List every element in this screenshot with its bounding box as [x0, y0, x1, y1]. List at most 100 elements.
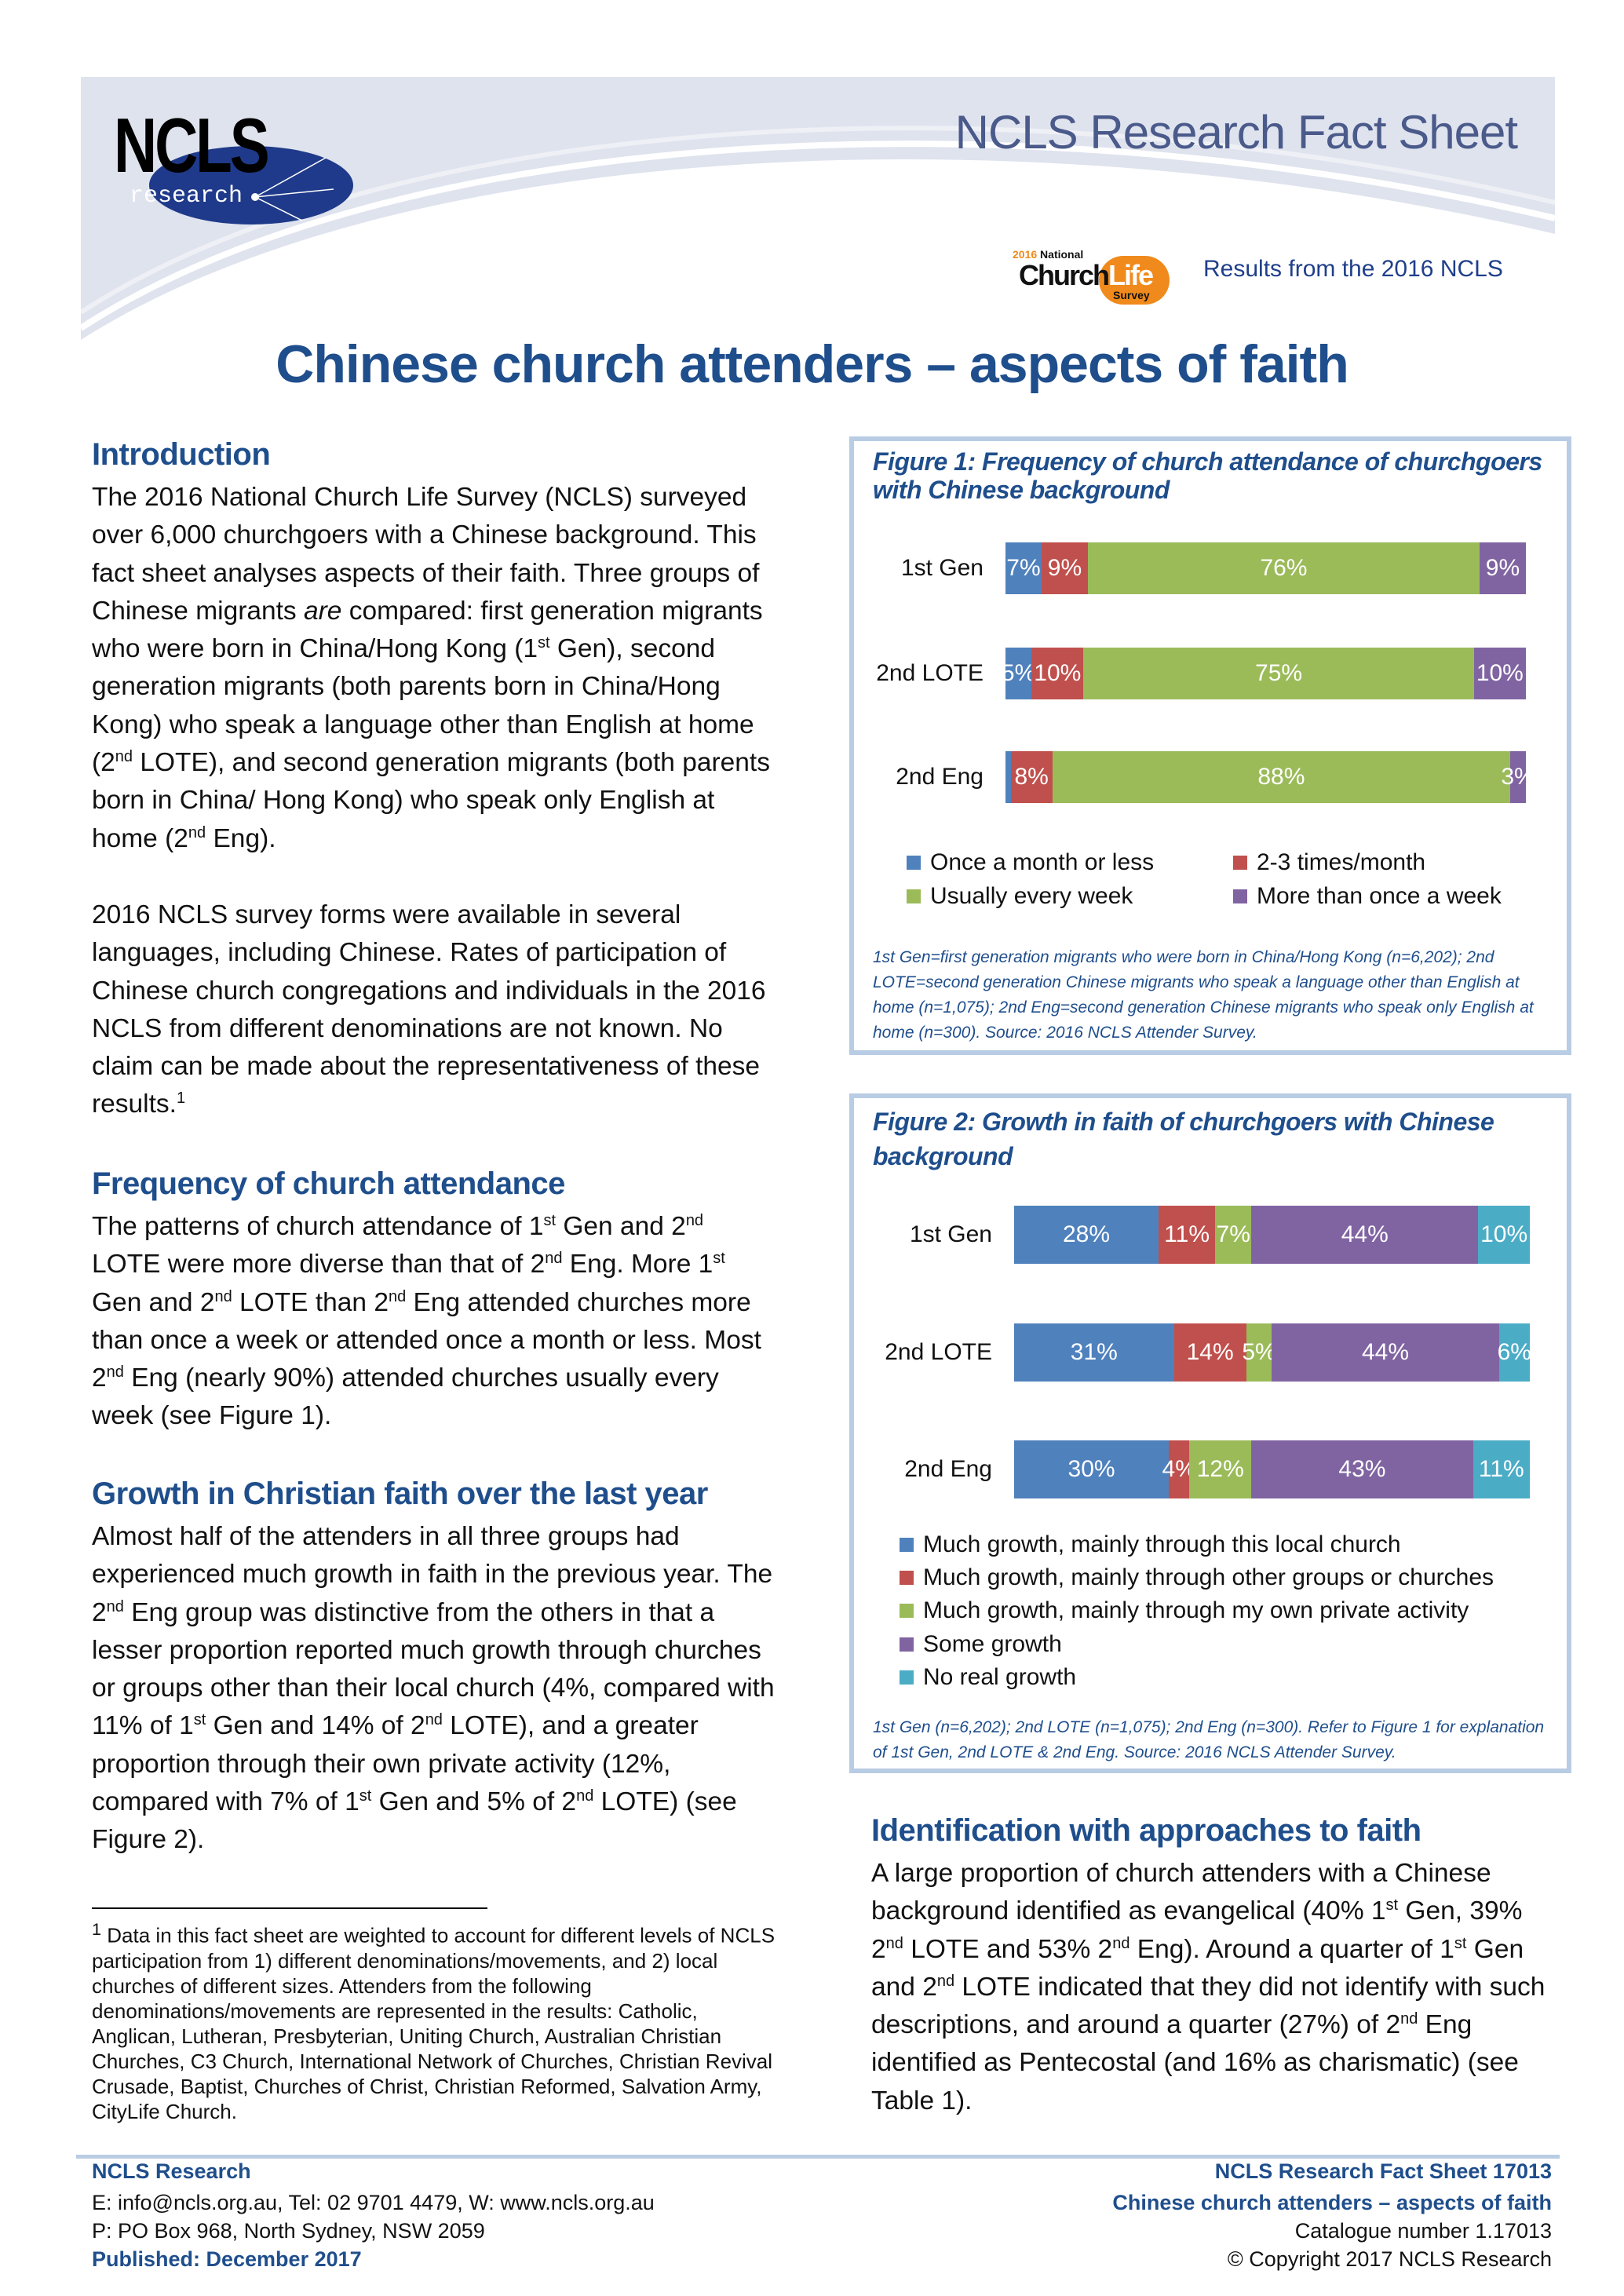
bar-segment: 6% — [1498, 1323, 1531, 1382]
legend-swatch — [900, 1538, 914, 1552]
legend-swatch — [907, 889, 921, 903]
bar-segment: 76% — [1088, 542, 1480, 594]
legend-item: Much growth, mainly through this local c… — [900, 1528, 1401, 1561]
figure-2-box: Figure 2: Growth in faith of churchgoers… — [849, 1093, 1571, 1773]
research-logo-text: research — [130, 183, 243, 210]
text-run: compared: first generation migrants who … — [92, 596, 763, 664]
footer-series: NCLS Research Fact Sheet 17013 — [1214, 2159, 1552, 2183]
frequency-paragraph: The patterns of church attendance of 1st… — [92, 1208, 767, 1436]
bar-segment: 4% — [1162, 1440, 1196, 1498]
text-run: Gen), second generation migrants (both p… — [92, 634, 754, 778]
text-run: LOTE), and second generation migrants (b… — [92, 748, 770, 853]
legend-label: Once a month or less — [930, 849, 1155, 875]
footer-divider — [76, 2155, 1560, 2159]
orange-splash-icon — [1099, 256, 1170, 305]
text-run: LOTE and 53% 2 — [903, 1934, 1113, 1964]
text-run: LOTE indicated that they did not identif… — [871, 1972, 1546, 2040]
text-run: LOTE than 2 — [232, 1287, 389, 1317]
text-run: LOTE) (see Figure 2). — [92, 1787, 737, 1855]
category-label: 2nd LOTE — [876, 660, 984, 686]
text-run: A large proportion of church attenders w… — [871, 1859, 1491, 1926]
legend-swatch — [900, 1637, 914, 1652]
text-run: Data in this fact sheet are weighted to … — [92, 1923, 776, 2123]
ncls-research-logo: NCLS research — [114, 102, 365, 224]
results-from-ncls: Results from the 2016 NCLS — [1203, 256, 1503, 282]
superscript: nd — [106, 1597, 124, 1615]
legend-item: Once a month or less — [907, 846, 1154, 879]
legend-item: No real growth — [900, 1661, 1076, 1694]
bar-segment: 7% — [1215, 1206, 1252, 1264]
bar-segment: 88% — [1052, 751, 1511, 803]
legend-item: Much growth, mainly through my own priva… — [900, 1594, 1469, 1627]
stacked-bar: 8% 88% 3% — [1005, 751, 1535, 803]
stacked-bar: 7% 9% 76% 9% — [1005, 542, 1526, 594]
text-run: Eng group was distinctive from the other… — [92, 1597, 775, 1741]
bar-segment: 28% — [1014, 1206, 1159, 1264]
logo-year: 2016 — [1013, 248, 1038, 261]
introduction-heading: Introduction — [92, 437, 271, 472]
bar-segment: 10% — [1031, 648, 1084, 699]
bar-segment: 11% — [1158, 1206, 1216, 1264]
text-run: LOTE), and a greater proportion through … — [92, 1711, 699, 1817]
stacked-bar: 5% 10% 75% 10% — [1002, 648, 1526, 699]
bar-segment: 3% — [1501, 751, 1535, 803]
text-run: Almost half of the attenders in all thre… — [92, 1522, 773, 1627]
logo-national: National — [1040, 248, 1084, 261]
bar-segment: 44% — [1272, 1323, 1499, 1382]
legend-item: 2-3 times/month — [1233, 846, 1425, 879]
church-life-survey-logo: 2016 National ChurchLife Survey — [1013, 248, 1201, 305]
legend-label: Much growth, mainly through other groups… — [923, 1564, 1494, 1590]
identification-paragraph: A large proportion of church attenders w… — [871, 1855, 1558, 2120]
text-run: Eng identified as Pentecostal (and 16% a… — [871, 2010, 1519, 2115]
legend-swatch — [907, 856, 921, 870]
logo-church: Church — [1019, 259, 1110, 291]
category-label: 1st Gen — [900, 555, 984, 581]
frequency-heading: Frequency of church attendance — [92, 1166, 565, 1201]
bar-segment: 11% — [1473, 1440, 1530, 1498]
category-label: 2nd Eng — [904, 1456, 992, 1482]
bar-segment: 12% — [1189, 1440, 1252, 1498]
figure-2-caption: 1st Gen (n=6,202); 2nd LOTE (n=1,075); 2… — [873, 1718, 1545, 1761]
text-run: The 2016 National Church Life Survey (NC… — [92, 483, 760, 626]
footer-contact[interactable]: E: info@ncls.org.au, Tel: 02 9701 4479, … — [92, 2191, 655, 2214]
bar-segment: 5% — [1242, 1323, 1276, 1382]
bar-segment: 7% — [1005, 542, 1042, 594]
superscript: nd — [115, 747, 133, 765]
document-title: Chinese church attenders – aspects of fa… — [276, 334, 1349, 394]
legend-label: Usually every week — [930, 883, 1133, 909]
category-label: 2nd LOTE — [885, 1339, 992, 1365]
superscript: 1 — [92, 1919, 102, 1939]
text-run: Gen, 39% 2 — [871, 1896, 1523, 1964]
superscript: nd — [685, 1211, 704, 1229]
legend-swatch — [900, 1571, 914, 1585]
footnote-divider — [92, 1907, 487, 1909]
superscript: nd — [106, 1363, 124, 1382]
text-run: Gen and 2 — [92, 1287, 215, 1317]
legend-label: More than once a week — [1257, 883, 1502, 909]
growth-paragraph: Almost half of the attenders in all thre… — [92, 1518, 775, 1860]
text-run: Eng). — [206, 823, 276, 853]
superscript: st — [1454, 1934, 1467, 1952]
header-banner: NCLS research NCLS Research Fact Sheet 2… — [81, 77, 1555, 340]
superscript: nd — [576, 1787, 594, 1805]
ncls-logo-text: NCLS — [114, 102, 270, 188]
text-run: Eng). Around a quarter of 1 — [1130, 1934, 1454, 1964]
figure-2-title: Figure 2: Growth in faith of churchgoers… — [873, 1108, 1494, 1170]
superscript: 1 — [176, 1090, 186, 1108]
logo-survey: Survey — [1113, 289, 1150, 301]
superscript: st — [543, 1211, 557, 1229]
figure-1-caption: 1st Gen=first generation migrants who we… — [873, 948, 1534, 1042]
globe-logo-icon — [149, 146, 353, 224]
legend-item: More than once a week — [1233, 880, 1502, 913]
footer-catalogue: Catalogue number 1.17013 — [1294, 2219, 1552, 2243]
legend-item: Some growth — [900, 1628, 1062, 1661]
legend-label: 2-3 times/month — [1257, 849, 1426, 875]
category-label: 2nd Eng — [896, 764, 984, 790]
footnote: 1 Data in this fact sheet are weighted t… — [92, 1917, 783, 2124]
footer-org: NCLS Research — [92, 2159, 251, 2183]
stacked-bar: 30% 4% 12% 43% 11% — [1014, 1440, 1530, 1498]
superscript: nd — [1400, 2010, 1418, 2028]
bar-segment: 75% — [1083, 648, 1474, 699]
superscript: nd — [425, 1711, 443, 1729]
text-run: 2016 NCLS survey forms were available in… — [92, 900, 766, 1119]
